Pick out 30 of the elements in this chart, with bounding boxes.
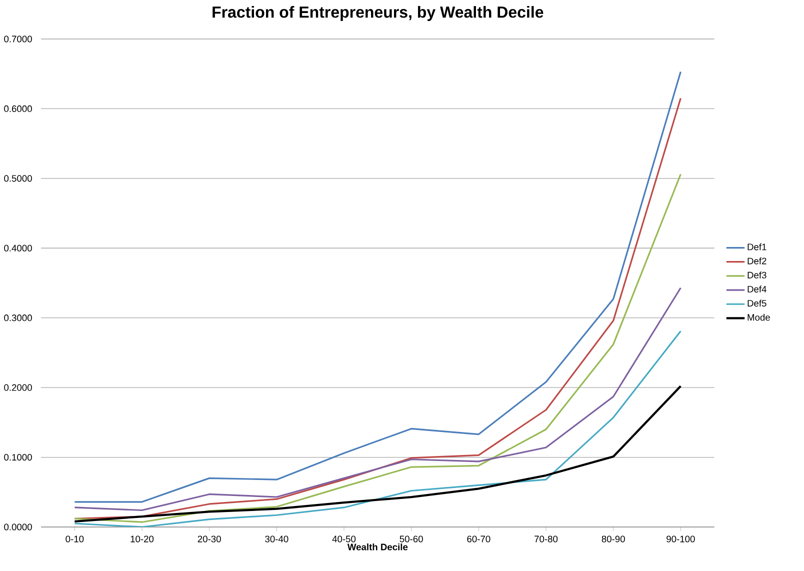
x-tick-label: 0-10 (66, 536, 84, 542)
y-tick-label: 0.3000 (4, 314, 32, 322)
y-tick-label: 0.5000 (4, 175, 32, 182)
legend-label: Def4 (748, 286, 766, 292)
legend-label: Def5 (748, 300, 766, 307)
legend-label: Mode (748, 314, 770, 321)
x-tick-label: 30-40 (265, 536, 288, 542)
chart-title: Fraction of Entrepreneurs, by Wealth Decile (212, 6, 544, 21)
x-tick-label: 70-80 (534, 536, 558, 542)
legend-label: Def2 (748, 257, 766, 264)
x-tick-label: 60-70 (467, 536, 490, 542)
x-tick-label: 40-50 (332, 536, 356, 542)
x-tick-label: 10-20 (130, 536, 154, 542)
x-tick-label: 90-100 (666, 536, 695, 542)
line-series (74, 385, 682, 522)
y-tick-label: 0.1000 (4, 454, 32, 461)
y-tick-label: 0.4000 (4, 244, 32, 252)
y-tick-label: 0.0000 (4, 524, 32, 530)
y-tick-label: 0.7000 (4, 36, 32, 42)
line-series (74, 173, 682, 523)
line-series (74, 330, 682, 527)
legend-label: Def3 (748, 272, 766, 278)
y-tick-label: 0.6000 (4, 105, 32, 112)
y-tick-label: 0.2000 (4, 384, 32, 391)
x-axis-title: Wealth Decile (347, 543, 408, 550)
x-tick-label: 20-30 (198, 536, 221, 542)
x-tick-label: 80-90 (602, 536, 625, 542)
line-series (74, 287, 682, 512)
x-tick-label: 50-60 (400, 536, 423, 542)
legend-label: Def1 (748, 243, 766, 250)
